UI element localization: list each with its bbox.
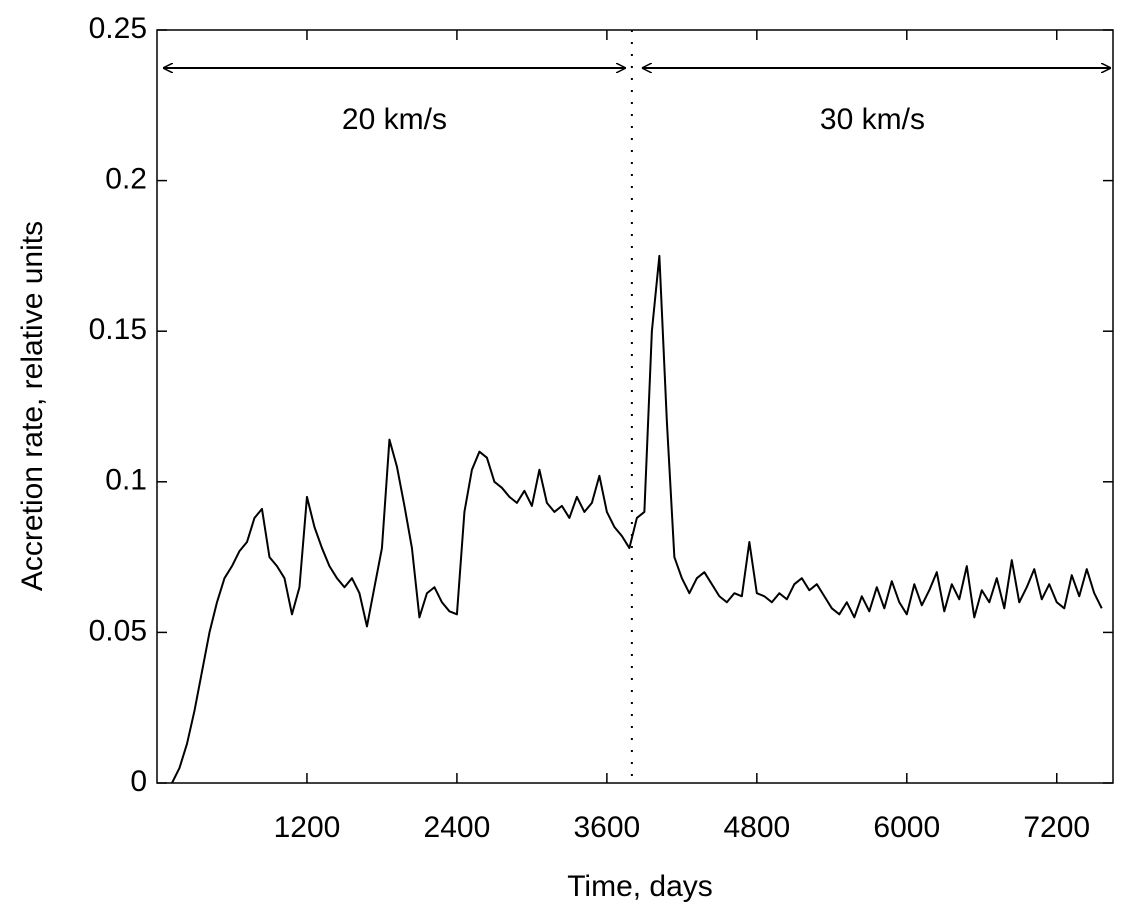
- x-tick-label: 1200: [274, 811, 341, 844]
- plot-frame: [156, 29, 1114, 784]
- y-tick-label: 0.15: [89, 313, 147, 346]
- x-axis-label: Time, days: [567, 870, 713, 903]
- annotation: 20 km/s: [342, 103, 447, 136]
- x-tick-label: 2400: [424, 811, 491, 844]
- data-line: [171, 254, 1103, 784]
- y-tick-label: 0.1: [105, 464, 147, 497]
- y-tick-label: 0.2: [105, 163, 147, 196]
- x-tick-label: 3600: [574, 811, 641, 844]
- x-tick-label: 7200: [1023, 811, 1090, 844]
- y-tick-label: 0.05: [89, 614, 147, 647]
- y-tick-label: 0.25: [89, 12, 147, 45]
- annotation: 30 km/s: [820, 103, 925, 136]
- y-tick-label: 0: [130, 765, 147, 798]
- x-tick-label: 6000: [873, 811, 940, 844]
- x-tick-label: 4800: [723, 811, 790, 844]
- y-axis-label: Accretion rate, relative units: [16, 221, 49, 591]
